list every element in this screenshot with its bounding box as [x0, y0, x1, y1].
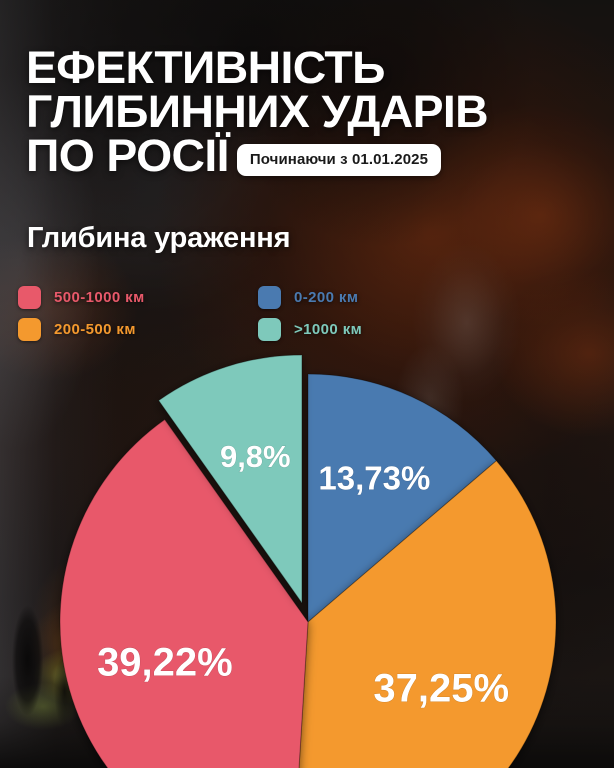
legend-item-200-500: 200-500 км — [18, 317, 258, 341]
legend-item-500-1000: 500-1000 км — [18, 285, 258, 309]
legend-item-over-1000: >1000 км — [258, 317, 438, 341]
page-title: ЕФЕКТИВНІСТЬ ГЛИБИННИХ УДАРІВ ПО РОСІЇ П… — [26, 45, 596, 181]
pie-slice — [298, 459, 557, 768]
pie-slice-label: 9,8% — [220, 439, 291, 474]
pie-chart: 13,73% 37,25% 39,22% 9,8% — [0, 330, 614, 768]
legend-swatch-icon — [18, 317, 41, 341]
title-line-1: ЕФЕКТИВНІСТЬ — [26, 42, 385, 93]
legend-swatch-icon — [258, 317, 281, 341]
legend-label: >1000 км — [294, 320, 363, 338]
title-line-2: ГЛИБИННИХ УДАРІВ — [26, 86, 489, 137]
legend-label: 0-200 км — [294, 288, 359, 306]
legend-label: 500-1000 км — [54, 288, 145, 306]
pie-slice — [158, 354, 303, 605]
pie-slice — [59, 418, 309, 768]
pie-slice-label: 13,73% — [318, 459, 430, 496]
title-line-3-row: ПО РОСІЇ Починаючи з 01.01.2025 — [26, 130, 596, 181]
chart-legend: 500-1000 км 0-200 км 200-500 км >1000 км — [18, 281, 438, 345]
pie-chart-svg: 13,73% 37,25% 39,22% 9,8% — [59, 354, 557, 768]
pie-label-group: 13,73% 37,25% 39,22% 9,8% — [97, 438, 510, 710]
legend-swatch-icon — [258, 285, 281, 309]
pie-slice — [307, 373, 498, 624]
pie-slice-label: 37,25% — [373, 666, 509, 710]
legend-label: 200-500 км — [54, 320, 136, 338]
pie-slice-group — [59, 354, 557, 768]
legend-swatch-icon — [18, 285, 41, 309]
legend-item-0-200: 0-200 км — [258, 285, 438, 309]
pie-slice-label: 39,22% — [97, 641, 233, 685]
chart-subtitle: Глибина ураження — [27, 222, 291, 254]
title-line-3: ПО РОСІЇ — [26, 130, 229, 181]
date-badge: Починаючи з 01.01.2025 — [236, 144, 442, 176]
